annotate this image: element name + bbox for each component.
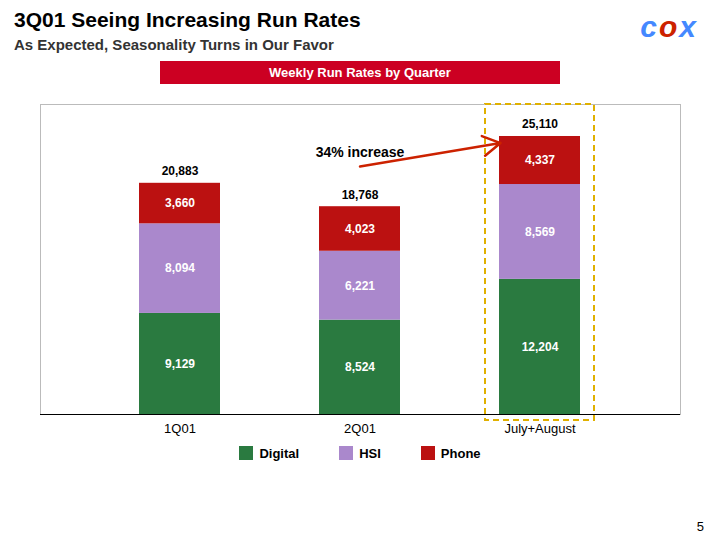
svg-text:12,204: 12,204: [522, 340, 559, 354]
svg-text:6,221: 6,221: [345, 279, 375, 293]
svg-text:8,094: 8,094: [165, 261, 195, 275]
svg-text:3,660: 3,660: [165, 196, 195, 210]
svg-text:8,524: 8,524: [345, 360, 375, 374]
svg-text:18,768: 18,768: [342, 188, 379, 202]
html-text:As Expected, Seasonality Turns: As Expected, Seasonality Turns in Our Fa…: [14, 36, 334, 53]
html-text:3Q01 Seeing Increasing Run Rat: 3Q01 Seeing Increasing Run Rates: [14, 8, 361, 31]
svg-text:4,023: 4,023: [345, 222, 375, 236]
svg-text:20,883: 20,883: [162, 164, 199, 178]
svg-text:4,337: 4,337: [525, 153, 555, 167]
svg-text:July+August: July+August: [504, 421, 576, 436]
svg-text:34% increase: 34% increase: [316, 144, 405, 160]
html-text:Weekly Run Rates by Quarter: Weekly Run Rates by Quarter: [269, 65, 451, 80]
svg-text:1Q01: 1Q01: [164, 421, 196, 436]
svg-text:25,110: 25,110: [522, 117, 558, 131]
svg-text:2Q01: 2Q01: [344, 421, 376, 436]
svg-text:9,129: 9,129: [165, 357, 195, 371]
svg-text:8,569: 8,569: [525, 225, 555, 239]
html-text:5: 5: [696, 519, 704, 534]
html-text:Digital: Digital: [259, 446, 300, 461]
html-text:Phone: Phone: [440, 446, 481, 461]
html-text:HSI: HSI: [359, 446, 381, 461]
html-text:c o x: c o x: [640, 10, 698, 43]
